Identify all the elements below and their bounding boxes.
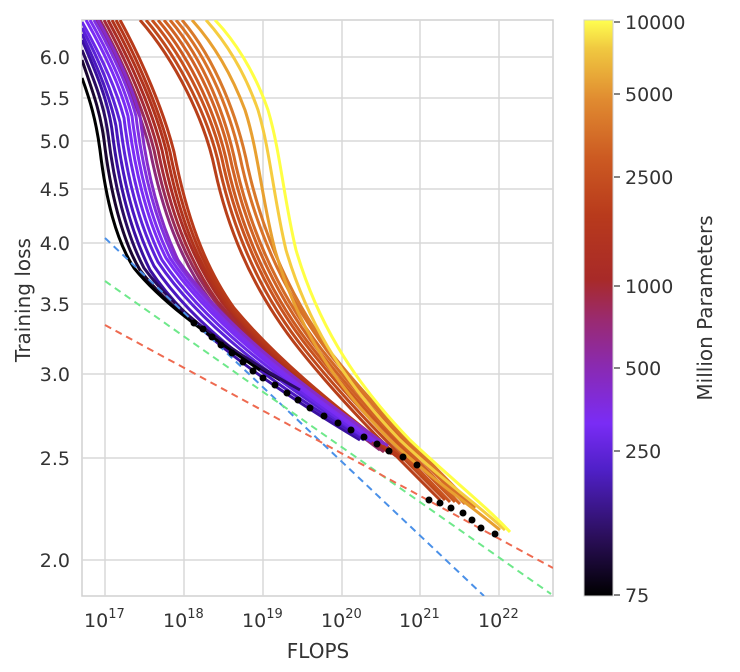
x-axis-ticks: 1017 1018 1019 1020 1021 1022 — [84, 607, 519, 632]
colorbar-tick: 1000 — [625, 276, 673, 298]
colorbar-tick: 250 — [625, 441, 661, 463]
x-tick: 1019 — [242, 607, 283, 632]
x-tick: 1020 — [321, 607, 362, 632]
colorbar-tick-marks — [614, 21, 620, 596]
plot-area — [81, 19, 554, 597]
y-tick: 2.5 — [40, 448, 70, 470]
y-tick: 3.0 — [40, 364, 70, 386]
y-tick: 4.5 — [40, 179, 70, 201]
colorbar-label: Million Parameters — [693, 215, 717, 400]
y-axis-label: Training loss — [11, 238, 35, 363]
colorbar-tick: 2500 — [625, 167, 673, 189]
colorbar-gradient — [583, 19, 614, 597]
colorbar-tick: 10000 — [625, 12, 685, 34]
x-tick: 1018 — [163, 607, 204, 632]
colorbar-tick: 500 — [625, 358, 661, 380]
colorbar: 10000 5000 2500 1000 500 250 75 Million … — [583, 12, 717, 607]
y-tick: 2.0 — [40, 550, 70, 572]
fit-line-blue — [104, 237, 485, 596]
x-axis-label: FLOPS — [287, 639, 349, 663]
colorbar-tick: 75 — [625, 585, 649, 607]
y-tick: 3.5 — [40, 294, 70, 316]
y-tick: 5.5 — [40, 88, 70, 110]
colorbar-ticks: 10000 5000 2500 1000 500 250 75 — [625, 12, 685, 607]
x-tick: 1021 — [399, 607, 440, 632]
fit-line-green — [104, 280, 552, 595]
y-tick: 6.0 — [40, 47, 70, 69]
x-tick: 1017 — [84, 607, 125, 632]
frontier-points — [190, 319, 499, 538]
curves-largest-models — [190, 20, 512, 534]
colorbar-tick: 5000 — [625, 84, 673, 106]
y-tick: 4.0 — [40, 233, 70, 255]
y-axis-ticks: 6.0 5.5 5.0 4.5 4.0 3.5 3.0 2.5 2.0 — [40, 47, 70, 572]
curves-large-models — [138, 20, 477, 510]
x-tick: 1022 — [478, 607, 519, 632]
y-tick: 5.0 — [40, 131, 70, 153]
